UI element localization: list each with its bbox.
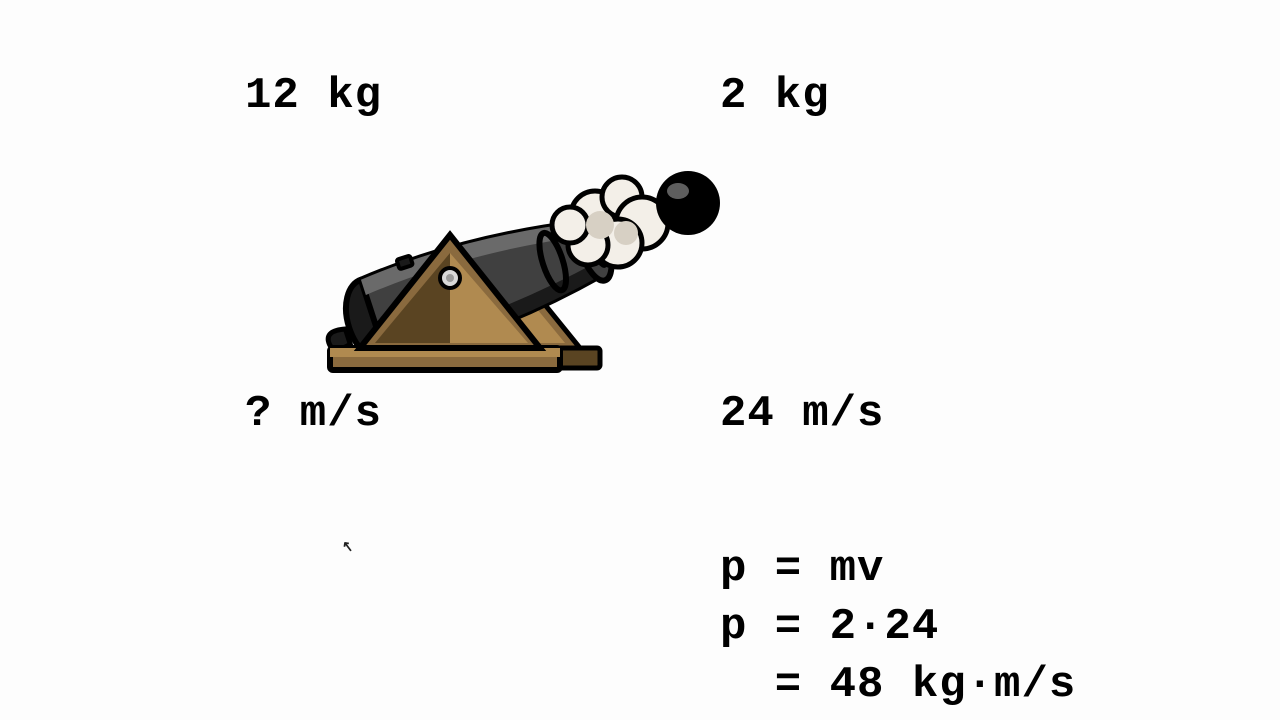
cannon-svg — [300, 125, 720, 385]
cannon-speed-label: ? m/s — [245, 390, 382, 438]
cursor-icon: ↖ — [341, 537, 355, 555]
ball-speed-label: 24 m/s — [720, 390, 884, 438]
cannon-mass-label: 12 kg — [245, 72, 382, 120]
cannon-illustration — [300, 125, 720, 390]
smoke-icon — [552, 177, 668, 267]
equation-line-3: = 48 kg·m/s — [720, 656, 1076, 715]
equation-line-2: p = 2·24 — [720, 598, 939, 657]
physics-slide: 12 kg 2 kg ? m/s 24 m/s p = mv p = 2·24 … — [0, 0, 1280, 720]
ball-mass-label: 2 kg — [720, 72, 830, 120]
equation-line-1: p = mv — [720, 540, 884, 599]
cannonball-icon — [656, 171, 720, 235]
